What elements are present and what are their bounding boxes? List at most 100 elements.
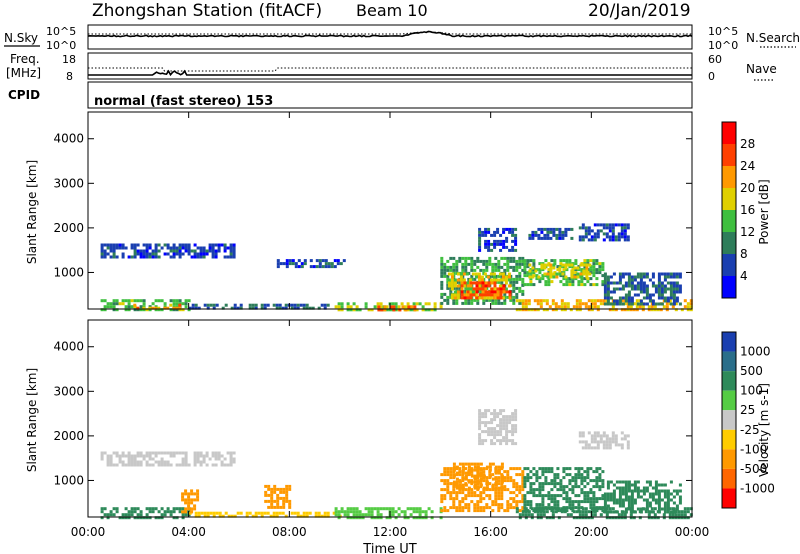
heatmap-cell [589,283,593,287]
heatmap-cell [471,272,475,276]
heatmap-cell [583,497,587,501]
heatmap-cell [485,480,489,484]
heatmap-cell [476,259,480,263]
heatmap-cell [193,507,197,511]
heatmap-cell [467,491,471,495]
heatmap-cell [595,262,599,266]
heatmap-cell [494,503,498,507]
heatmap-cell [470,274,474,278]
heatmap-cell [500,280,504,284]
heatmap-cell [491,500,495,504]
heatmap-cell [178,451,182,455]
heatmap-cell [515,467,519,471]
heatmap-cell [606,486,610,490]
heatmap-cell [273,487,277,491]
heatmap-cell [624,498,628,502]
heatmap-cell [236,511,240,515]
heatmap-cell [475,284,479,288]
heatmap-cell [424,513,428,517]
heatmap-cell [529,271,533,275]
heatmap-cell [584,226,588,230]
heatmap-cell [482,491,486,495]
x-tick-label: 00:00 [71,525,106,539]
heatmap-cell [497,506,501,510]
heatmap-cell [541,268,545,272]
heatmap-cell [583,485,587,489]
heatmap-cell [409,513,413,517]
colorbar-swatch [722,232,736,254]
heatmap-cell [478,436,482,440]
heatmap-cell [578,434,582,438]
heatmap-cell [595,479,599,483]
heatmap-cell [606,480,610,484]
heatmap-cell [543,272,547,276]
heatmap-cell [540,266,544,270]
heatmap-cell [581,431,585,435]
heatmap-cell [626,446,630,450]
heatmap-cell [621,296,625,300]
heatmap-cell [245,511,249,515]
heatmap-cell [623,226,627,230]
heatmap-cell [666,275,670,279]
heatmap-cell [305,303,309,307]
heatmap-cell [505,227,509,231]
heatmap-cell [166,451,170,455]
heatmap-cell [654,492,658,496]
heatmap-cell [494,268,498,272]
heatmap-cell [370,516,374,520]
heatmap-cell [151,255,155,259]
heatmap-cell [196,460,200,464]
heatmap-cell [630,281,634,285]
heatmap-cell [193,451,197,455]
heatmap-cell [651,302,655,306]
heatmap-cell [538,503,542,507]
heatmap-cell [449,286,453,290]
heatmap-cell [373,516,377,520]
heatmap-cell [502,439,506,443]
heatmap-cell [467,462,471,466]
heatmap-cell [349,507,353,511]
heatmap-cell [450,296,454,300]
heatmap-cell [127,513,131,517]
heatmap-cell [499,433,503,437]
heatmap-cell [560,299,564,303]
heatmap-cell [675,504,679,508]
heatmap-cell [230,306,234,310]
heatmap-cell [642,486,646,490]
heatmap-cell [394,510,398,514]
heatmap-cell [559,479,563,483]
colorbar-frame [721,121,737,299]
heatmap-cell [406,302,410,306]
heatmap-cell [672,495,676,499]
heatmap-cell [629,513,633,517]
heatmap-cell [109,463,113,467]
heatmap-cell [439,305,443,309]
heatmap-cell [541,488,545,492]
heatmap-cell [483,287,487,291]
heatmap-cell [630,504,634,508]
heatmap-cell [112,463,116,467]
heatmap-cell [563,302,567,306]
heatmap-cell [683,305,687,309]
heatmap-cell [508,290,512,294]
heatmap-cell [614,437,618,441]
heatmap-cell [136,299,140,303]
heatmap-cell [415,507,419,511]
heatmap-cell [657,281,661,285]
heatmap-cell [452,483,456,487]
heatmap-cell [678,495,682,499]
heatmap-cell [521,510,525,514]
heatmap-cell [586,500,590,504]
heatmap-cell [636,272,640,276]
heatmap-cell [464,268,468,272]
heatmap-cell [464,301,468,305]
heatmap-cell [552,230,556,234]
heatmap-cell [491,265,495,269]
heatmap-cell [452,298,456,302]
heatmap-cell [512,467,516,471]
colorbar-tick-label: -100 [740,442,767,456]
heatmap-cell [211,255,215,259]
heatmap-cell [544,494,548,498]
heatmap-cell [611,229,615,233]
heatmap-cell [553,503,557,507]
